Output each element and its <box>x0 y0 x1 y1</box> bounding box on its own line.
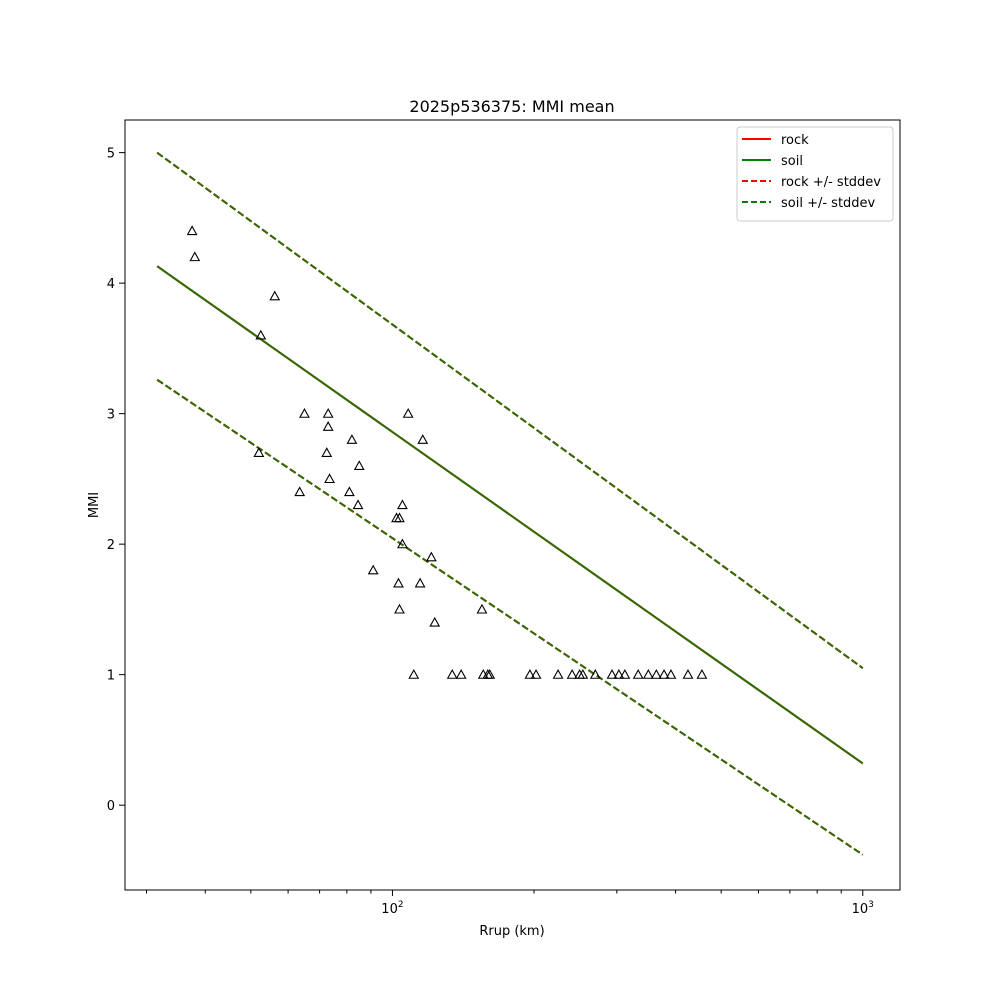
y-tick-label: 3 <box>107 408 115 423</box>
data-point-30 <box>455 669 467 679</box>
data-point-46 <box>650 669 662 679</box>
x-axis: 102 103 <box>146 890 874 917</box>
data-point-6 <box>322 408 334 418</box>
data-point-15 <box>402 408 414 418</box>
y-tick-label: 5 <box>107 147 115 162</box>
data-point-28 <box>408 669 420 679</box>
series-line-3 <box>156 265 864 765</box>
data-point-25 <box>394 603 405 614</box>
plot-area-border <box>124 119 901 891</box>
y-tick-label: 2 <box>107 538 115 553</box>
data-point-5 <box>299 408 310 418</box>
data-point-23 <box>393 577 404 588</box>
series-line-4 <box>156 151 864 669</box>
x-axis-label: Rrup (km) <box>479 924 544 939</box>
y-tick-label: 0 <box>107 799 115 814</box>
y-axis-label: MMI <box>87 492 102 518</box>
data-point-12 <box>294 486 306 497</box>
data-point-3 <box>255 329 267 340</box>
data-point-1 <box>189 251 201 262</box>
legend-label: soil <box>781 154 803 169</box>
data-point-24 <box>414 577 426 588</box>
legend: rock soil rock +/- stddev soil +/- stddev <box>736 126 894 222</box>
data-point-9 <box>321 447 333 457</box>
data-point-36 <box>552 669 564 679</box>
legend-box <box>736 126 894 222</box>
data-point-22 <box>367 564 379 575</box>
data-point-37 <box>566 669 578 679</box>
x-tick-label: 103 <box>852 900 874 917</box>
data-point-49 <box>682 669 694 679</box>
data-points <box>186 225 708 679</box>
data-point-39 <box>577 669 589 679</box>
legend-label: rock <box>781 133 809 148</box>
data-point-34 <box>524 669 536 679</box>
data-point-16 <box>417 434 429 444</box>
data-point-20 <box>396 538 408 549</box>
data-point-13 <box>343 486 355 497</box>
y-axis: 0 1 2 3 4 5 <box>107 147 125 814</box>
data-point-40 <box>589 669 601 679</box>
data-point-19 <box>394 512 405 523</box>
data-point-0 <box>186 225 198 236</box>
data-point-7 <box>322 421 334 431</box>
data-point-44 <box>632 669 644 679</box>
data-point-45 <box>642 669 654 679</box>
data-point-29 <box>446 669 458 679</box>
data-point-10 <box>353 460 365 471</box>
data-point-8 <box>346 434 358 444</box>
series-layer <box>156 151 864 856</box>
data-point-41 <box>606 669 618 679</box>
series-line-5 <box>156 378 864 856</box>
data-point-42 <box>613 669 625 679</box>
legend-label: rock +/- stddev <box>781 175 881 190</box>
y-tick-label: 4 <box>107 277 115 292</box>
data-point-4 <box>253 447 265 457</box>
data-point-48 <box>665 669 677 679</box>
data-point-17 <box>396 499 408 510</box>
data-point-2 <box>269 290 281 301</box>
data-point-26 <box>476 603 488 614</box>
chart-title: 2025p536375: MMI mean <box>409 97 614 116</box>
data-point-47 <box>658 669 670 679</box>
plot-area-frame <box>125 120 900 890</box>
data-point-35 <box>530 669 542 679</box>
data-point-14 <box>352 499 364 510</box>
legend-label: soil +/- stddev <box>781 196 876 211</box>
data-point-43 <box>619 669 631 679</box>
data-point-21 <box>425 551 437 562</box>
data-point-50 <box>696 669 708 679</box>
data-point-27 <box>429 616 441 627</box>
data-point-11 <box>324 473 335 484</box>
data-point-33 <box>484 669 496 679</box>
y-tick-label: 1 <box>107 669 115 684</box>
x-tick-label: 102 <box>381 900 403 917</box>
